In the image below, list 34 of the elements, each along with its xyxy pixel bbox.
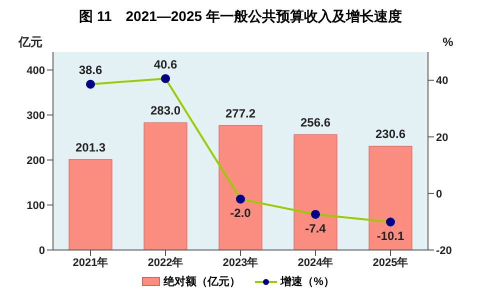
bar <box>368 146 412 250</box>
data-label: 230.6 <box>375 127 406 142</box>
y-tick-label: 400 <box>26 64 45 77</box>
data-label: 40.6 <box>154 58 178 72</box>
legend-label: 绝对额（亿元） <box>162 274 241 289</box>
y-axis-title: 亿元 <box>18 35 42 49</box>
y-tick-label: 200 <box>26 154 45 167</box>
data-label: 283.0 <box>150 104 181 118</box>
data-label: -10.1 <box>376 228 404 243</box>
data-label: -7.4 <box>305 221 326 236</box>
y-tick-label: 0 <box>38 244 45 257</box>
x-tick-label: 2025年 <box>372 256 408 269</box>
y2-tick-label: -20 <box>436 244 452 257</box>
data-label: 256.6 <box>300 116 331 130</box>
bar <box>294 134 338 250</box>
data-label: 201.3 <box>75 140 106 154</box>
x-tick-label: 2021年 <box>72 256 108 269</box>
y2-tick-label: 20 <box>436 132 448 144</box>
bar <box>68 159 112 250</box>
y-tick-label: 300 <box>26 110 45 122</box>
y2-axis-title: % <box>442 35 454 49</box>
data-label: 38.6 <box>78 63 102 78</box>
y-tick-label: 100 <box>26 200 45 212</box>
x-tick-label: 2024年 <box>298 256 334 269</box>
x-tick-label: 2022年 <box>148 256 184 269</box>
x-tick-label: 2023年 <box>222 256 258 269</box>
y2-tick-label: 40 <box>436 75 448 88</box>
data-label: -2.0 <box>230 206 252 220</box>
y2-tick-label: 0 <box>436 188 442 200</box>
chart-title: 图 11 2021—2025 年一般公共预算收入及增长速度 <box>78 8 403 26</box>
bar <box>218 124 262 250</box>
bar <box>144 122 188 250</box>
legend-label: 增速（%） <box>279 274 334 289</box>
data-label: 277.2 <box>225 106 256 120</box>
